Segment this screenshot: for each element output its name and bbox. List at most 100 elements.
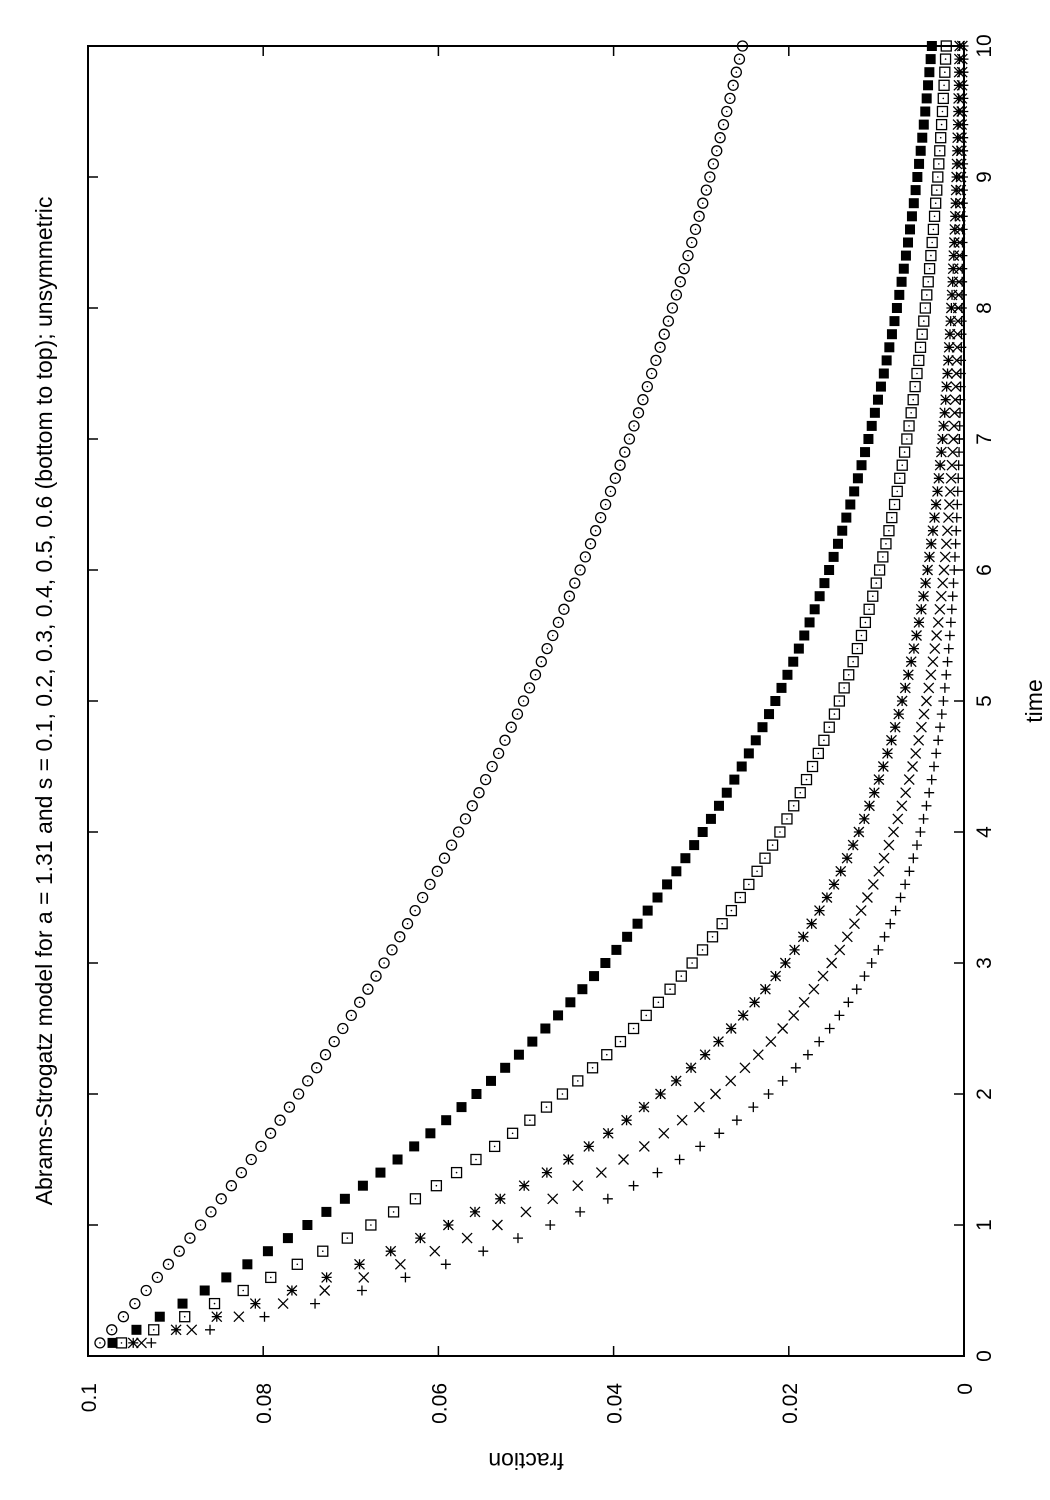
data-marks — [94, 40, 969, 1349]
marker-center-dot — [792, 805, 795, 807]
marker-center-dot — [510, 726, 513, 728]
plus-marker — [950, 538, 961, 549]
open-circle-marker — [666, 302, 679, 314]
series-open-square — [115, 40, 952, 1349]
plus-marker — [935, 722, 946, 733]
open-circle-marker — [641, 380, 653, 393]
cross-marker — [394, 1258, 406, 1270]
open-circle-marker — [714, 132, 726, 144]
open-circle-marker — [401, 918, 414, 930]
open-square-marker — [883, 525, 895, 537]
marker-center-dot — [924, 307, 927, 309]
open-circle-marker — [678, 263, 690, 275]
cross-marker — [547, 1193, 559, 1205]
marker-center-dot — [719, 136, 721, 139]
open-square-marker — [833, 695, 846, 707]
asterisk-marker — [945, 315, 957, 327]
filled-square-marker — [600, 958, 611, 968]
asterisk-marker — [899, 682, 911, 694]
marker-center-dot — [568, 595, 571, 597]
marker-center-dot — [943, 84, 945, 87]
marker-center-dot — [633, 425, 635, 427]
marker-center-dot — [122, 1315, 125, 1318]
filled-square-marker — [869, 407, 880, 418]
open-circle-marker — [94, 1337, 106, 1349]
plus-marker — [948, 578, 959, 589]
plus-marker — [478, 1246, 489, 1257]
marker-center-dot — [471, 805, 474, 807]
marker-center-dot — [657, 1001, 660, 1004]
marker-center-dot — [659, 346, 661, 349]
filled-square-marker — [925, 54, 936, 65]
filled-square-marker — [577, 984, 588, 995]
marker-center-dot — [715, 150, 718, 152]
open-circle-marker — [623, 433, 636, 445]
marker-center-dot — [735, 71, 738, 73]
open-square-marker — [931, 184, 943, 196]
filled-square-marker — [884, 342, 895, 353]
marker-center-dot — [120, 1342, 123, 1344]
open-circle-marker — [637, 394, 649, 406]
marker-center-dot — [269, 1276, 272, 1279]
open-square-marker — [291, 1258, 303, 1270]
marker-center-dot — [443, 857, 446, 859]
open-square-marker — [627, 1022, 640, 1035]
marker-center-dot — [491, 765, 493, 768]
time-tick-label: 7 — [973, 433, 996, 445]
open-circle-marker — [697, 197, 709, 209]
asterisk-marker — [321, 1271, 333, 1283]
plus-marker — [356, 1285, 367, 1296]
open-circle-marker — [628, 420, 640, 432]
marker-center-dot — [297, 1093, 300, 1095]
marker-center-dot — [709, 176, 711, 178]
marker-center-dot — [152, 1329, 155, 1331]
marker-center-dot — [919, 346, 922, 349]
filled-square-marker — [804, 617, 815, 628]
filled-square-marker — [863, 434, 874, 444]
asterisk-marker — [725, 1023, 737, 1034]
asterisk-marker — [602, 1127, 614, 1139]
marker-center-dot — [370, 1224, 372, 1226]
cross-marker — [798, 996, 810, 1008]
filled-square-marker — [866, 420, 877, 431]
open-square-marker — [572, 1075, 584, 1087]
marker-center-dot — [637, 412, 640, 414]
marker-center-dot — [864, 621, 867, 624]
asterisk-marker — [939, 407, 951, 419]
asterisk-marker — [942, 354, 954, 366]
marker-center-dot — [342, 1027, 344, 1030]
marker-center-dot — [669, 988, 671, 990]
filled-square-marker — [513, 1049, 524, 1060]
plus-marker — [929, 761, 940, 772]
asterisk-marker — [863, 800, 875, 812]
fraction-tick-label: 0.04 — [604, 1383, 627, 1424]
cross-marker — [934, 603, 946, 615]
open-square-marker — [524, 1114, 536, 1126]
marker-center-dot — [528, 687, 531, 689]
filled-square-marker — [262, 1246, 273, 1257]
marker-center-dot — [914, 385, 916, 388]
asterisk-marker — [922, 564, 934, 576]
cross-marker — [939, 551, 951, 563]
cross-marker — [638, 1140, 650, 1152]
filled-square-marker — [736, 761, 747, 772]
filled-square-marker — [891, 303, 902, 313]
cross-marker — [808, 983, 820, 995]
plus-marker — [944, 630, 955, 641]
cross-marker — [951, 354, 963, 366]
open-square-marker — [843, 669, 855, 681]
plus-marker — [908, 853, 919, 864]
marker-center-dot — [901, 464, 904, 467]
open-circle-marker — [689, 223, 702, 236]
marker-center-dot — [591, 1067, 594, 1069]
cross-marker — [739, 1062, 751, 1074]
filled-square-marker — [357, 1180, 368, 1191]
marker-center-dot — [189, 1237, 191, 1239]
cross-marker — [954, 223, 966, 235]
plus-marker — [952, 499, 963, 510]
open-square-marker — [914, 341, 927, 353]
cross-marker — [943, 512, 954, 524]
filled-square-marker — [799, 630, 810, 641]
cross-marker — [938, 564, 950, 576]
plus-marker — [941, 669, 952, 680]
